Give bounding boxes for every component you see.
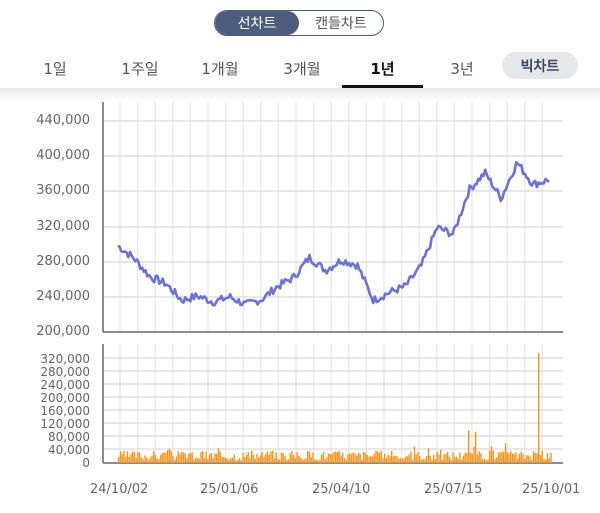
price-ytick: 400,000 (36, 148, 90, 163)
volume-ytick: 320,000 (40, 352, 90, 366)
volume-ytick: 240,000 (40, 378, 90, 392)
period-tabs: 1일 1주일 1개월 3개월 1년 3년 (0, 50, 600, 88)
line-chart-option[interactable]: 선차트 (215, 11, 299, 35)
xtick: 24/10/02 (90, 482, 149, 497)
price-ytick: 360,000 (36, 183, 90, 198)
volume-ytick: 0 (82, 456, 90, 470)
tab-3year[interactable]: 3년 (450, 59, 474, 78)
chart-type-toggle: 선차트 캔들차트 (214, 10, 384, 36)
volume-ytick: 80,000 (48, 430, 90, 444)
price-ytick: 240,000 (36, 289, 90, 304)
volume-ytick: 280,000 (40, 365, 90, 379)
tab-1week[interactable]: 1주일 (121, 59, 159, 78)
volume-bars (118, 353, 552, 463)
tab-1day[interactable]: 1일 (43, 59, 67, 78)
volume-ytick: 200,000 (40, 391, 90, 405)
candle-chart-option[interactable]: 캔들차트 (315, 16, 367, 32)
price-line (117, 161, 550, 307)
xtick: 25/07/15 (424, 482, 483, 497)
price-ytick: 280,000 (36, 254, 90, 269)
price-ytick: 320,000 (36, 219, 90, 234)
big-chart-button[interactable]: 빅차트 (502, 52, 578, 79)
tab-1month[interactable]: 1개월 (201, 59, 239, 78)
header-shadow (0, 88, 600, 102)
xtick: 25/01/06 (200, 482, 259, 497)
volume-ytick: 160,000 (40, 404, 90, 418)
xtick: 25/10/01 (522, 482, 581, 497)
price-ytick: 200,000 (36, 324, 90, 339)
price-ytick: 440,000 (36, 113, 90, 128)
tab-3month[interactable]: 3개월 (283, 59, 321, 78)
volume-ytick: 40,000 (48, 443, 90, 457)
tab-1year[interactable]: 1년 (370, 59, 395, 78)
active-tab-underline (342, 85, 423, 88)
volume-ytick: 120,000 (40, 417, 90, 431)
xtick: 25/04/10 (312, 482, 371, 497)
